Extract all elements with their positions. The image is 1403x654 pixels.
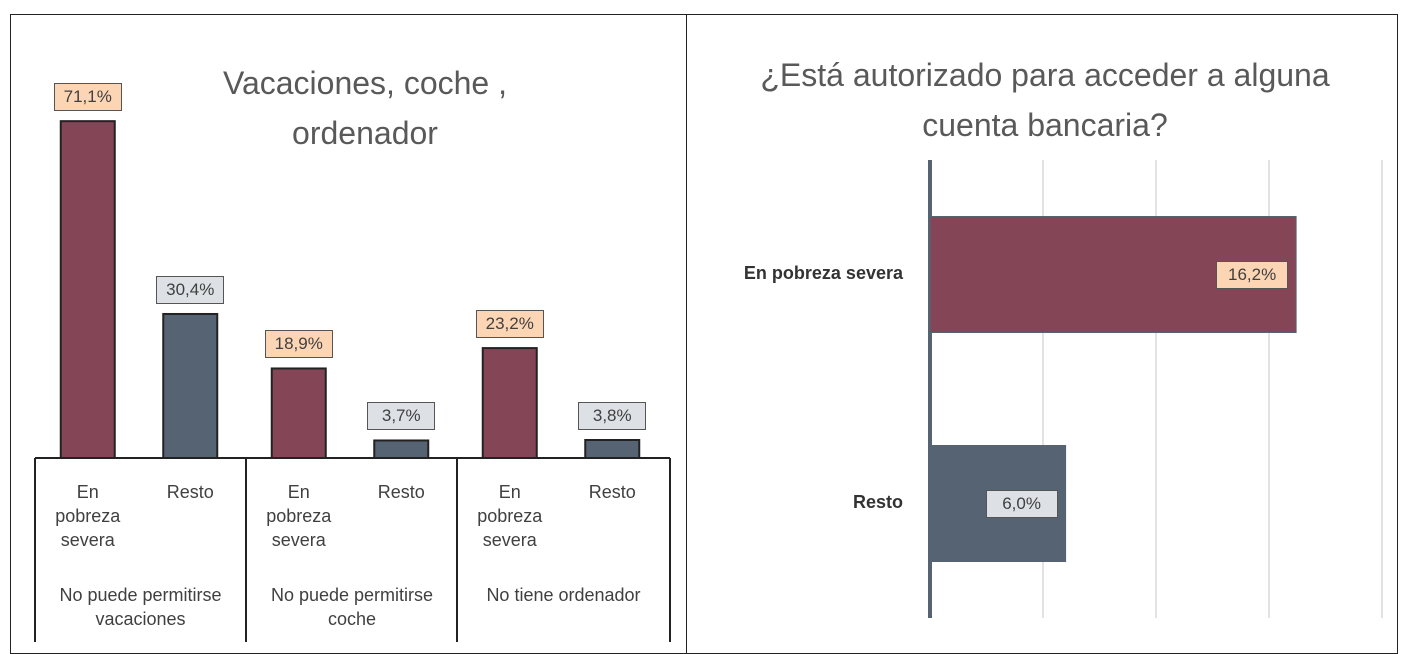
bar [162, 312, 219, 460]
x-tick-label: Resto [588, 482, 636, 502]
value-label: 16,2% [1216, 260, 1289, 289]
bar [59, 120, 116, 459]
group-label: No puede permitirse coche [270, 585, 434, 629]
x-tick-label: Resto [377, 482, 425, 502]
bar [481, 347, 538, 459]
y-tick-label: En pobreza severa [743, 262, 903, 283]
bar [584, 438, 641, 459]
chart-title: Vacaciones, coche , ordenador [222, 65, 507, 151]
group-label: No puede permitirse vacaciones [59, 585, 222, 629]
y-tick-label: Resto [852, 491, 903, 512]
group-label: No tiene ordenador [486, 585, 641, 605]
bar [373, 439, 430, 460]
chart-title: ¿Está autorizado para acceder a alguna c… [760, 57, 1330, 143]
bar [270, 367, 327, 459]
value-label: 3,8% [578, 401, 647, 430]
x-tick-label: Resto [166, 482, 214, 502]
value-label: 6,0% [985, 489, 1058, 518]
value-label: 30,4% [156, 275, 225, 304]
divider [686, 14, 687, 654]
x-tick-label: En pobreza severa [55, 482, 121, 550]
value-label: 3,7% [367, 402, 436, 431]
value-label: 71,1% [53, 83, 122, 112]
x-tick-label: En pobreza severa [266, 482, 332, 550]
value-label: 23,2% [475, 310, 544, 339]
value-label: 18,9% [264, 330, 333, 359]
x-tick-label: En pobreza severa [477, 482, 543, 550]
